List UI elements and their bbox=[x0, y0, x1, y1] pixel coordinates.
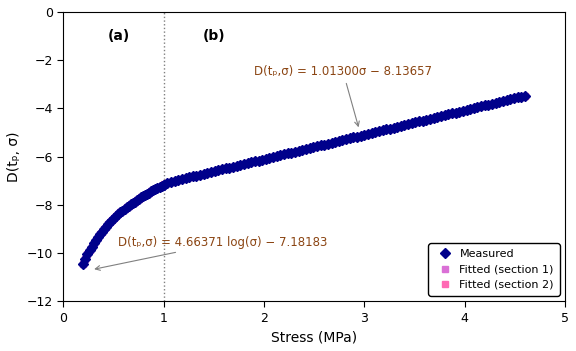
Y-axis label: D(tₚ, σ): D(tₚ, σ) bbox=[7, 131, 21, 182]
Text: D(tₚ,σ) = 1.01300σ − 8.13657: D(tₚ,σ) = 1.01300σ − 8.13657 bbox=[254, 65, 432, 126]
Text: (a): (a) bbox=[107, 29, 130, 43]
Text: D(tₚ,σ) = 4.66371 log(σ) − 7.18183: D(tₚ,σ) = 4.66371 log(σ) − 7.18183 bbox=[95, 236, 328, 270]
Text: (b): (b) bbox=[203, 29, 225, 43]
X-axis label: Stress (MPa): Stress (MPa) bbox=[271, 330, 357, 344]
Legend: Measured, Fitted (section 1), Fitted (section 2): Measured, Fitted (section 1), Fitted (se… bbox=[429, 243, 559, 296]
